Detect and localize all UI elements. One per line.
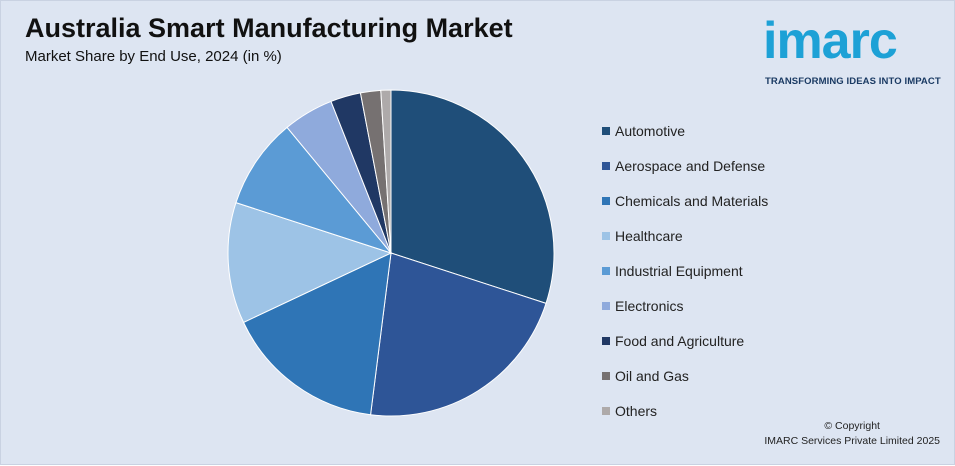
legend-item: Industrial Equipment	[602, 253, 768, 288]
copyright-notice: © Copyright IMARC Services Private Limit…	[764, 419, 940, 449]
pie-slice-healthcare	[227, 201, 393, 324]
pie-slice-others	[380, 89, 392, 254]
legend-item: Food and Agriculture	[602, 323, 768, 358]
legend-swatch	[602, 196, 610, 205]
legend-label: Industrial Equipment	[615, 262, 743, 279]
legend-swatch	[602, 406, 610, 415]
legend-item: Healthcare	[602, 218, 768, 253]
chart-legend: Automotive Aerospace and Defense Chemicals…	[602, 113, 768, 428]
pie-slice-industrial-equipment	[235, 126, 393, 255]
copyright-line-1: © Copyright	[824, 420, 880, 432]
legend-label: Chemicals and Materials	[615, 192, 769, 209]
legend-label: Others	[615, 402, 658, 419]
legend-swatch	[602, 301, 610, 310]
legend-item: Aerospace and Defense	[602, 148, 768, 183]
legend-item: Chemicals and Materials	[602, 183, 768, 218]
legend-label: Electronics	[615, 297, 684, 314]
legend-swatch	[602, 126, 610, 135]
chart-title: Australia Smart Manufacturing Market	[25, 13, 513, 43]
logo-tagline: TRANSFORMING IDEAS INTO IMPACT	[765, 76, 941, 87]
imarc-logo: imarc TRANSFORMING IDEAS INTO IMPACT	[763, 11, 948, 91]
legend-item: Others	[602, 393, 768, 428]
legend-swatch	[602, 336, 610, 345]
legend-item: Electronics	[602, 288, 768, 323]
legend-label: Aerospace and Defense	[615, 157, 766, 174]
legend-swatch	[602, 231, 610, 240]
legend-item: Automotive	[602, 113, 768, 148]
chart-subtitle: Market Share by End Use, 2024 (in %)	[25, 48, 282, 65]
pie-slice-automotive	[390, 89, 555, 305]
legend-label: Automotive	[615, 122, 686, 139]
legend-item: Oil and Gas	[602, 358, 768, 393]
legend-label: Healthcare	[615, 227, 683, 244]
copyright-line-2: IMARC Services Private Limited 2025	[764, 435, 940, 447]
legend-swatch	[602, 266, 610, 275]
legend-swatch	[602, 371, 610, 380]
pie-slice-chemicals-and-materials	[242, 252, 392, 416]
legend-label: Food and Agriculture	[615, 332, 745, 349]
logo-wordmark: imarc	[763, 12, 898, 70]
pie-slice-aerospace-and-defense	[370, 252, 547, 417]
legend-swatch	[602, 161, 610, 170]
legend-label: Oil and Gas	[615, 367, 689, 384]
